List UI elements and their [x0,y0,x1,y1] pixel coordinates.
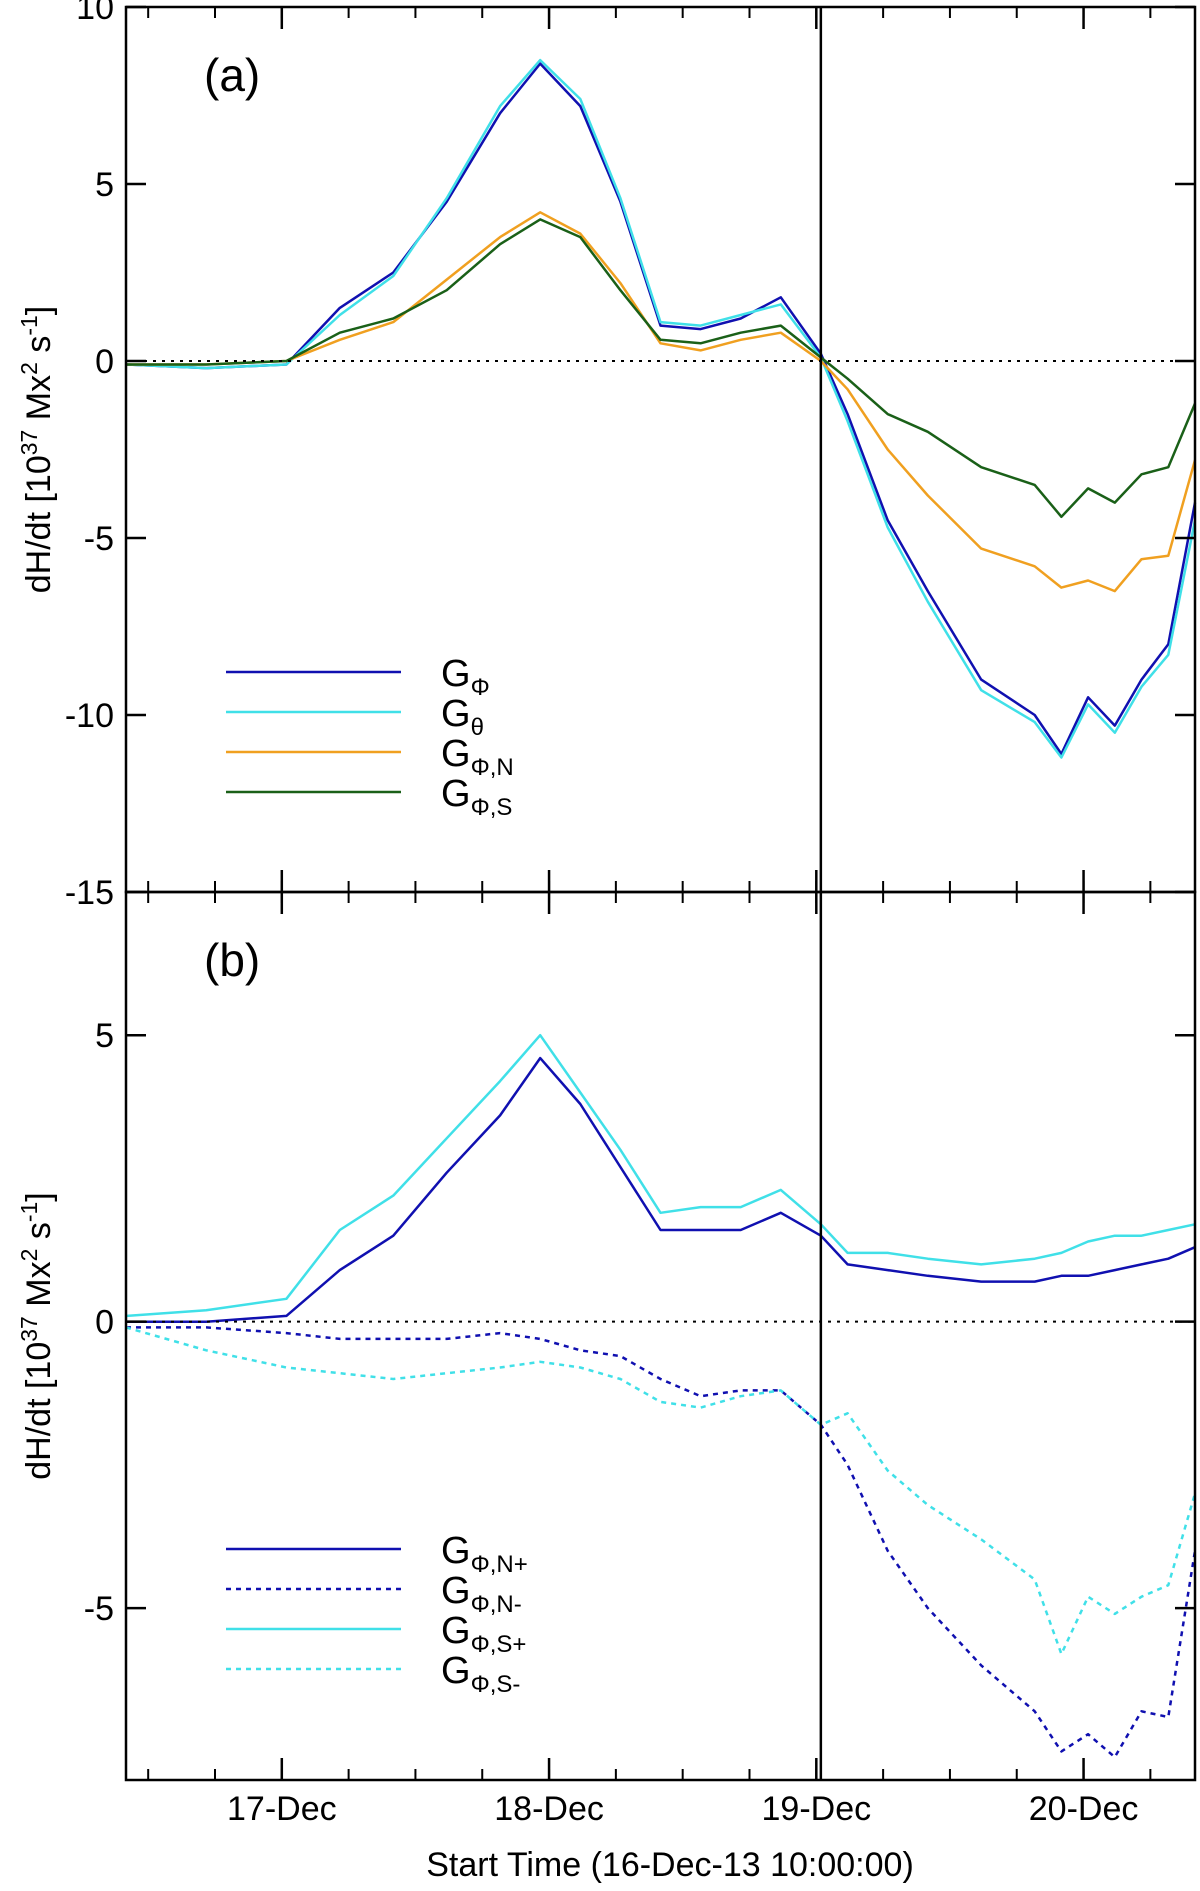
legend-main-text: G [441,1650,471,1692]
legend-main-text: G [441,653,471,695]
legend-subscript: Φ,S [471,794,513,821]
y-axis-label-text: s [20,336,58,362]
series-lines [125,58,1197,1759]
x-axis-label: Start Time (16-Dec-13 10:00:00) [426,1846,914,1884]
y-axis-label-text: s [20,1222,58,1248]
legend-main-text: G [441,773,471,815]
legend-subscript: Φ [471,674,490,701]
legend-main-text: G [441,733,471,775]
panel-b-y-axis-label: dH/dt [1037 Mx2 s-1] [16,1192,58,1480]
panel-b-label: (b) [204,934,260,986]
panel-a-ytick-label: 0 [95,343,114,381]
panel-a-series-2-line [125,58,1197,759]
panel-b-legend-label-2: GΦ,N- [441,1570,522,1618]
panel-a-plot-area [126,7,1195,892]
panel-b-series-1-line [126,1056,1196,1323]
legend-subscript: Φ,N+ [471,1551,528,1578]
panel-b-legend-label-4: GΦ,S- [441,1650,520,1698]
axes [124,5,1197,1782]
y-axis-label-text: dH/dt [10 [20,455,58,593]
panel-a-legend-label-3: GΦ,N [441,733,514,781]
y-axis-label-text: Mx [20,375,58,430]
y-axis-label-text: ] [20,306,58,315]
legend-subscript: Φ,N- [471,1591,522,1618]
legend-subscript: Φ,S- [471,1671,521,1698]
y-axis-label-superscript: -1 [16,315,42,335]
panel-b-ytick-label: 0 [95,1304,114,1342]
legend-main-text: G [441,1570,471,1612]
panel-a-ytick-label: -5 [84,520,114,558]
panel-a-legend-label-1: GΦ [441,653,490,701]
legend-main-text: G [441,1530,471,1572]
y-axis-label-text: dH/dt [10 [20,1342,58,1480]
x-tick-label-2: 18-Dec [494,1790,604,1828]
y-axis-label-text: Mx [20,1261,58,1316]
y-axis-label-superscript: 2 [16,1249,42,1262]
x-tick-label-1: 17-Dec [227,1790,337,1828]
plot-backgrounds [126,7,1195,1780]
panel-b-ytick-label: -5 [84,1590,114,1628]
panel-a-legend-label-2: Gθ [441,693,484,741]
legend-subscript: θ [471,714,484,741]
panel-b-series-4-line [125,1326,1197,1656]
panel-a-legend-label-4: GΦ,S [441,773,512,821]
legend-main-text: G [441,1610,471,1652]
panel-a-series-4-line [126,218,1197,519]
y-axis-label-superscript: 37 [16,430,42,456]
y-axis-label-superscript: 37 [16,1316,42,1342]
y-axis-label-text: ] [20,1192,58,1201]
panel-a-ytick-label: -10 [65,697,114,735]
panel-b-ytick-label: 5 [95,1017,114,1055]
legend-main-text: G [441,693,471,735]
panel-a-ytick-label: 10 [76,0,114,27]
panel-b-series-3-line [125,1033,1196,1318]
x-tick-label-4: 20-Dec [1029,1790,1139,1828]
x-tick-label-3: 19-Dec [762,1790,872,1828]
legend-subscript: Φ,N [471,754,514,781]
panel-a-y-axis-label: dH/dt [1037 Mx2 s-1] [16,306,58,594]
panel-b-frame [124,890,1197,1782]
panel-a-ytick-label: 5 [95,166,114,204]
y-axis-label-superscript: -1 [16,1202,42,1222]
panel-b-legend-label-3: GΦ,S+ [441,1610,526,1658]
panel-a-label: (a) [204,49,260,101]
y-axis-label-superscript: 2 [16,362,42,375]
panel-b-legend-label-1: GΦ,N+ [441,1530,528,1578]
panel-a-series-1-line [125,62,1197,756]
panel-a-ytick-label: -15 [65,874,114,912]
panel-b-plot-area [126,892,1195,1780]
legend-subscript: Φ,S+ [471,1631,527,1658]
